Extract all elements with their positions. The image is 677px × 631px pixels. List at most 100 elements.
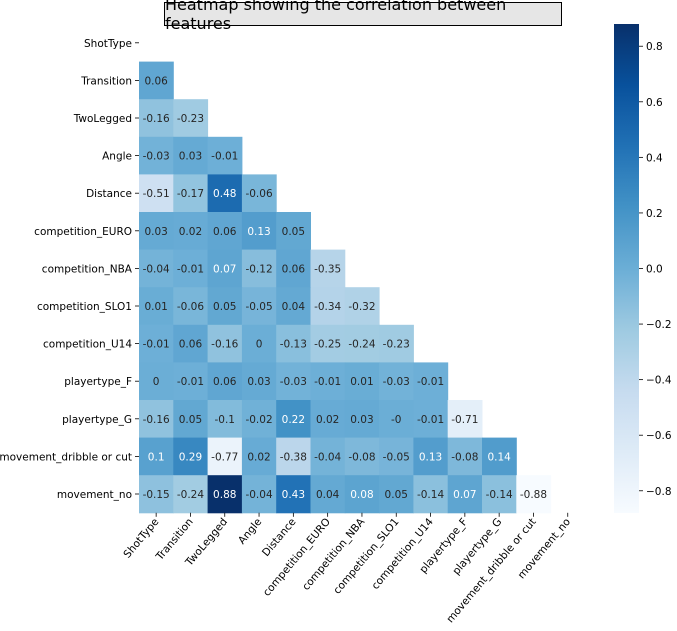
cell-value-label: 0.05 — [282, 226, 305, 238]
heatmap-cell — [173, 400, 209, 439]
cell-value-label: -0.01 — [417, 376, 444, 388]
cell-value-label: 0.03 — [247, 376, 270, 388]
cell-value-label: 0.13 — [419, 451, 442, 463]
heatmap-cell — [241, 400, 277, 439]
heatmap-cell — [173, 287, 209, 326]
heatmap-cell — [310, 362, 346, 401]
heatmap-cell — [413, 362, 449, 401]
cell-value-label: 0.08 — [350, 489, 373, 501]
heatmap-cell — [139, 249, 174, 288]
cell-value-label: 0.02 — [179, 226, 202, 238]
x-tick-label: Angle — [236, 516, 264, 547]
heatmap-cell — [207, 324, 243, 363]
heatmap-cell — [344, 287, 380, 326]
heatmap-cell — [276, 475, 311, 514]
heatmap-cell — [276, 437, 311, 476]
colorbar-tick-label: −0.8 — [646, 486, 672, 498]
heatmap-cell — [241, 437, 277, 476]
cell-value-label: -0.01 — [417, 414, 444, 426]
cell-value-label: -0.88 — [520, 489, 547, 501]
cell-value-label: 0.06 — [213, 376, 237, 388]
y-tick-label: movement_dribble or cut — [0, 451, 132, 463]
heatmap-cell — [139, 61, 174, 100]
cell-value-label: -0.71 — [451, 414, 478, 426]
heatmap-cell — [413, 437, 449, 476]
cell-value-label: -0.17 — [177, 188, 204, 200]
cell-value-label: -0.01 — [143, 339, 170, 351]
heatmap-cell — [173, 475, 209, 514]
colorbar-tick-label: 0.2 — [646, 208, 663, 220]
heatmap-cell — [241, 324, 277, 363]
cell-value-label: -0.38 — [280, 451, 307, 463]
cell-value-label: 0.01 — [350, 376, 373, 388]
cell-value-label: -0.08 — [348, 451, 375, 463]
heatmap-cell — [207, 437, 243, 476]
heatmap-cell — [139, 362, 174, 401]
heatmap-cell — [241, 362, 277, 401]
heatmap-cell — [207, 174, 243, 213]
cell-value-label: -0.16 — [143, 414, 170, 426]
heatmap-cell — [173, 324, 209, 363]
heatmap-cell — [344, 475, 380, 514]
cell-value-label: 0.02 — [316, 414, 339, 426]
cell-value-label: -0.08 — [451, 451, 478, 463]
heatmap-cell — [173, 136, 209, 175]
cell-value-label: 0.05 — [213, 301, 236, 313]
heatmap-cell — [413, 400, 449, 439]
heatmap-cell — [276, 324, 311, 363]
cell-value-label: -0.1 — [215, 414, 236, 426]
heatmap-cell — [139, 400, 174, 439]
chart-title: Heatmap showing the correlation between … — [164, 0, 562, 33]
cell-value-label: 0.05 — [385, 489, 408, 501]
cell-value-label: -0.05 — [383, 451, 410, 463]
y-tick-label: playertype_G — [62, 414, 132, 426]
cell-value-label: 0.43 — [282, 489, 305, 501]
heatmap-cell — [516, 475, 552, 514]
y-tick-label: Transition — [80, 75, 132, 87]
cell-value-label: 0.48 — [213, 188, 236, 200]
cell-value-label: 0.03 — [350, 414, 373, 426]
colorbar-tick-label: −0.6 — [646, 430, 672, 442]
cell-value-label: 0.1 — [148, 451, 165, 463]
heatmap-cell — [276, 249, 311, 288]
cell-value-label: -0.25 — [314, 339, 341, 351]
heatmap-cell — [139, 324, 174, 363]
heatmap-cell — [139, 136, 174, 175]
cell-value-label: 0.22 — [282, 414, 305, 426]
heatmap-cell — [173, 249, 209, 288]
cell-value-label: 0.06 — [179, 339, 203, 351]
heatmap-cell — [310, 400, 346, 439]
heatmap-cell — [139, 174, 174, 213]
cell-value-label: 0.29 — [179, 451, 202, 463]
y-tick-label: Angle — [102, 151, 132, 163]
y-tick-label: competition_EURO — [34, 226, 132, 238]
cell-value-label: 0.02 — [247, 451, 270, 463]
y-tick-label: ShotType — [84, 38, 132, 50]
heatmap-cell — [241, 475, 277, 514]
heatmap-cell — [344, 437, 380, 476]
heatmap-cell — [139, 99, 174, 138]
heatmap-cell — [276, 212, 311, 251]
cell-value-label: -0.34 — [314, 301, 341, 313]
heatmap-cell — [413, 475, 449, 514]
cell-value-label: -0.77 — [211, 451, 238, 463]
heatmap-cell — [139, 475, 174, 514]
heatmap-cell — [139, 212, 174, 251]
x-tick-label: competition_SLO1 — [331, 516, 401, 597]
heatmap-cell — [310, 437, 346, 476]
heatmap-cell — [207, 136, 243, 175]
colorbar-tick-label: −0.2 — [646, 319, 672, 331]
cell-value-label: -0.06 — [245, 188, 272, 200]
cell-value-label: -0.03 — [383, 376, 410, 388]
cell-value-label: -0.01 — [314, 376, 341, 388]
heatmap-cell — [379, 324, 414, 363]
heatmap-cell — [344, 400, 380, 439]
heatmap-cell — [276, 362, 311, 401]
colorbar-tick-label: 0.8 — [646, 41, 663, 53]
cell-value-label: -0.24 — [348, 339, 375, 351]
colorbar-tick-label: 0.6 — [646, 97, 663, 109]
cell-value-label: 0.03 — [179, 151, 202, 163]
cell-value-label: -0.02 — [245, 414, 272, 426]
cell-value-label: -0.04 — [143, 263, 170, 275]
